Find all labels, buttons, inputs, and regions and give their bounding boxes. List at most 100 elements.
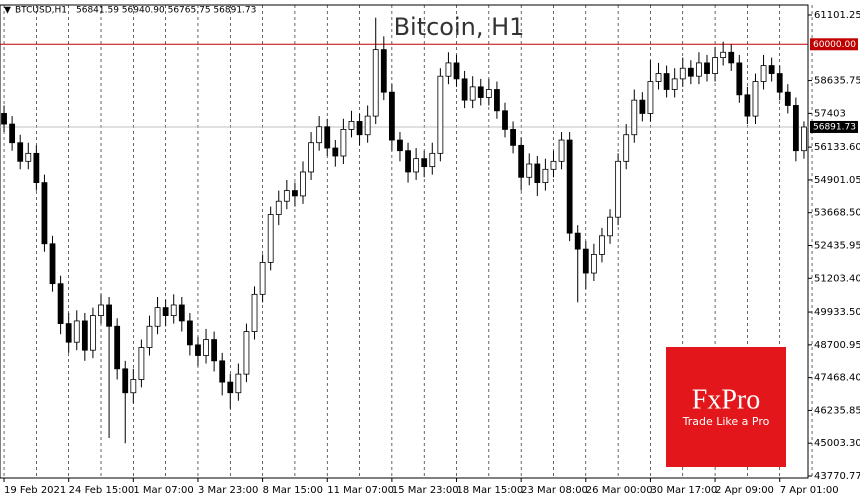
- candle-body: [760, 65, 767, 82]
- candle-body: [243, 331, 250, 375]
- candle-body: [607, 216, 613, 237]
- y-tick-label: 47468.40: [814, 373, 860, 384]
- y-tick-label: 53668.50: [814, 208, 860, 219]
- candle-body: [300, 171, 306, 197]
- candle-body: [1, 113, 7, 125]
- candle-body: [324, 126, 331, 149]
- candle-body: [154, 307, 161, 327]
- candle-body: [485, 89, 492, 98]
- candle-body: [776, 73, 783, 93]
- candle-body: [445, 62, 452, 77]
- candle-body: [388, 91, 395, 141]
- candle-body: [267, 214, 274, 263]
- candle-body: [550, 160, 557, 170]
- candle-body: [801, 126, 807, 152]
- x-tick-label: 30 Mar 17:00: [650, 485, 717, 496]
- candle-body: [720, 51, 727, 58]
- candle-body: [405, 150, 411, 173]
- candle-body: [413, 158, 420, 173]
- candle-body: [162, 307, 169, 317]
- y-tick-label: 58635.75: [814, 76, 860, 87]
- logo-brand: FxPro: [692, 384, 760, 415]
- candle-body: [130, 379, 137, 394]
- candle-body: [292, 190, 298, 197]
- candle-body: [98, 304, 104, 317]
- candle-body: [259, 262, 266, 295]
- candle-body: [518, 144, 525, 178]
- candle-body: [146, 325, 153, 348]
- symbol: BTCUSD,H1: [15, 6, 67, 16]
- y-tick-label: 45003.30: [814, 438, 860, 449]
- candle-body: [736, 62, 743, 96]
- candle-body: [195, 344, 201, 356]
- x-tick-label: 24 Feb 15:00: [69, 485, 135, 496]
- candle-body: [477, 86, 484, 98]
- x-tick-label: 18 Mar 15:00: [457, 485, 524, 496]
- x-tick-label: 26 Mar 00:00: [586, 485, 653, 496]
- candle-body: [57, 283, 64, 324]
- candle-body: [9, 123, 16, 144]
- candle-body: [461, 78, 468, 101]
- candle-body: [599, 235, 605, 255]
- candle-body: [421, 158, 428, 168]
- candle-body: [792, 105, 799, 152]
- candle-body: [332, 147, 339, 157]
- candle-body: [203, 339, 209, 356]
- logo-box: [666, 347, 786, 467]
- x-tick-label: 15 Mar 23:00: [392, 485, 459, 496]
- quote: 56841.59 56940.90 56765.75 56891.73: [76, 6, 256, 16]
- candle-body: [647, 81, 654, 114]
- candle-body: [574, 232, 581, 250]
- candle-body: [510, 129, 516, 146]
- x-tick-label: 3 Mar 23:00: [198, 485, 258, 496]
- x-tick-label: 8 Mar 15:00: [263, 485, 323, 496]
- y-tick-label: 54901.05: [814, 175, 860, 186]
- candle-body: [90, 315, 96, 351]
- candle-body: [73, 320, 80, 343]
- symbol-arrow: ▼: [4, 6, 11, 16]
- y-tick-label: 46235.85: [814, 405, 860, 416]
- level-label: 60000.00: [813, 40, 856, 50]
- candle-body: [138, 347, 145, 380]
- chart-title: Bitcoin, H1: [394, 13, 525, 41]
- x-tick-label: 19 Feb 2021: [4, 485, 66, 496]
- level-label: 56891.73: [813, 122, 856, 132]
- x-tick-label: 1 Mar 07:00: [133, 485, 193, 496]
- candle-body: [308, 142, 314, 173]
- candle-body: [41, 182, 48, 245]
- candle-body: [372, 49, 379, 117]
- candles: [1, 17, 807, 444]
- candle-body: [494, 89, 500, 112]
- candle-body: [429, 152, 436, 168]
- candle-body: [704, 62, 710, 74]
- candle-body: [211, 339, 218, 362]
- candle-body: [502, 110, 508, 130]
- candle-body: [227, 381, 234, 394]
- candle-body: [558, 139, 565, 162]
- candle-body: [679, 67, 686, 80]
- x-tick-label: 11 Mar 07:00: [327, 485, 394, 496]
- x-tick-label: 23 Mar 08:00: [521, 485, 588, 496]
- y-tick-label: 48700.95: [814, 340, 860, 351]
- candle-body: [81, 320, 88, 351]
- y-tick-label: 57403: [814, 108, 846, 119]
- candle-body: [251, 293, 258, 332]
- level-label-box: [810, 38, 858, 51]
- candle-body: [526, 163, 533, 178]
- y-tick-label: 51203.40: [814, 273, 860, 284]
- y-tick-label: 43770.77: [814, 471, 860, 482]
- candle-body: [582, 248, 589, 274]
- candle-body: [397, 139, 403, 152]
- candle-body: [631, 99, 638, 136]
- candle-body: [348, 121, 355, 130]
- candle-body: [33, 152, 40, 184]
- y-tick-label: 56133.60: [814, 142, 860, 153]
- candle-body: [696, 62, 702, 77]
- candle-body: [744, 94, 751, 117]
- candle-body: [49, 243, 56, 285]
- candle-body: [178, 304, 185, 322]
- candle-body: [663, 73, 670, 90]
- logo-slogan: Trade Like a Pro: [682, 415, 770, 428]
- candle-body: [453, 62, 460, 80]
